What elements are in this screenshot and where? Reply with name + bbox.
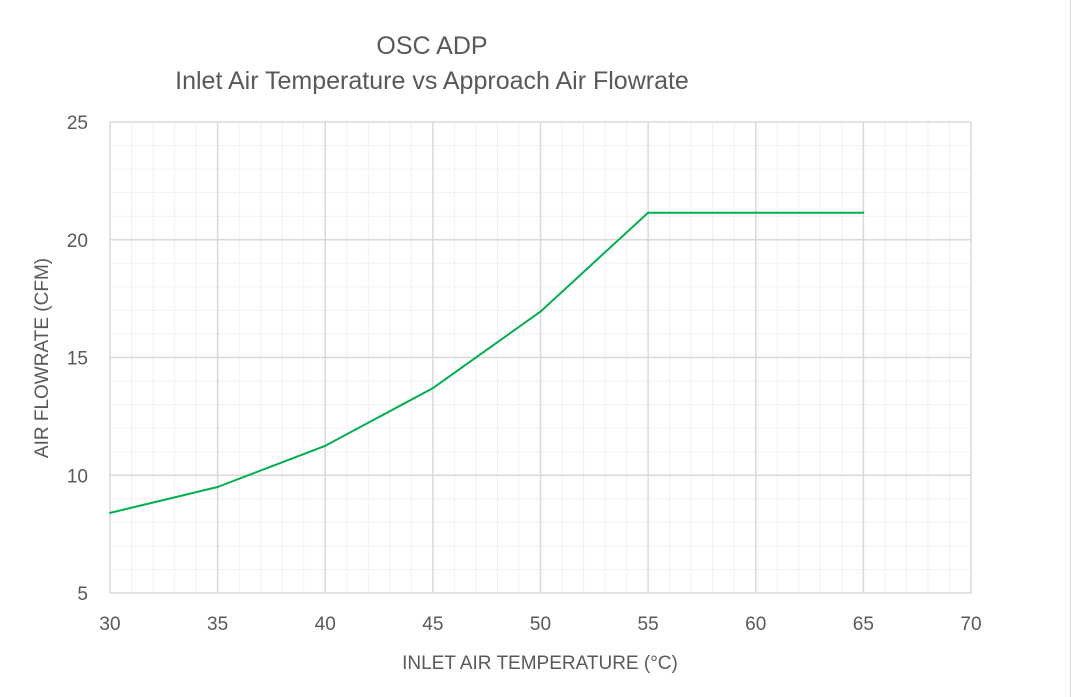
data-point (647, 211, 650, 214)
x-tick-label: 70 (960, 614, 981, 635)
y-tick-label: 10 (67, 466, 88, 487)
x-tick-label: 30 (99, 614, 120, 635)
x-tick-label: 60 (745, 614, 766, 635)
x-tick-label: 45 (422, 614, 443, 635)
data-point (862, 211, 865, 214)
series-line-1 (109, 211, 864, 514)
x-tick-label: 40 (315, 614, 336, 635)
panel-edge (1070, 0, 1071, 697)
x-tick-labels: 30 35 40 45 50 55 60 65 70 (99, 614, 981, 635)
y-tick-label: 15 (67, 349, 88, 370)
data-point (431, 387, 434, 390)
y-axis-title: AIR FLOWRATE (CFM) (32, 258, 53, 458)
chart-title: OSC ADP (376, 32, 487, 60)
x-tick-label: 50 (530, 614, 551, 635)
y-tick-label: 20 (67, 231, 88, 252)
chart-subtitle: Inlet Air Temperature vs Approach Air Fl… (175, 67, 689, 95)
data-point (754, 211, 757, 214)
x-axis-title: INLET AIR TEMPERATURE (°C) (402, 653, 678, 674)
data-point (324, 444, 327, 447)
y-tick-label: 25 (67, 113, 88, 134)
x-tick-label: 35 (207, 614, 228, 635)
data-point (109, 511, 111, 514)
data-point (216, 486, 219, 489)
series-layer (109, 211, 865, 514)
major-gridlines (109, 121, 972, 594)
y-tick-label: 5 (77, 584, 88, 605)
y-tick-labels: 5 10 15 20 25 (67, 113, 88, 605)
x-tick-label: 55 (638, 614, 659, 635)
x-tick-label: 65 (853, 614, 874, 635)
data-point (539, 310, 542, 313)
